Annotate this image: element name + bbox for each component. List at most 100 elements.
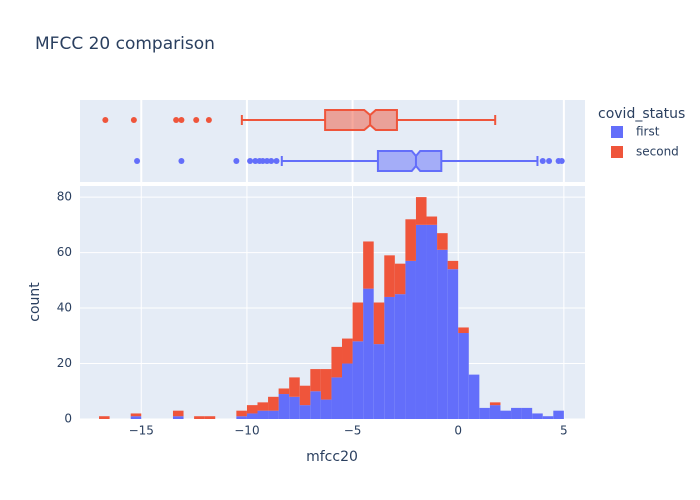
bar [447, 260, 459, 270]
chart-title: MFCC 20 comparison [35, 34, 215, 54]
bar [204, 416, 216, 419]
outlier [178, 117, 185, 123]
bar [352, 302, 364, 342]
bar [426, 216, 438, 225]
bar [405, 260, 416, 419]
bar [489, 405, 501, 419]
legend-swatch [611, 146, 623, 158]
bar [458, 333, 469, 419]
bar [257, 402, 269, 411]
legend-swatch [611, 126, 623, 138]
y-tick-label: 20 [57, 356, 72, 370]
bar [373, 302, 385, 345]
y-tick-label: 40 [57, 301, 72, 315]
bar [394, 263, 406, 295]
outlier [259, 158, 266, 164]
bar [373, 344, 385, 419]
bar [236, 410, 247, 417]
outlier [205, 117, 212, 123]
bar [257, 410, 269, 419]
bar [320, 399, 332, 419]
bar [331, 377, 343, 419]
bar [299, 405, 311, 419]
bar [405, 219, 416, 261]
bar [553, 410, 564, 419]
bar [172, 416, 184, 419]
bar [500, 410, 512, 419]
bar [384, 255, 395, 297]
x-axis-title: mfcc20 [306, 449, 358, 465]
x-tick-label: −5 [344, 424, 362, 438]
bar [99, 416, 110, 419]
bar [130, 413, 142, 417]
outlier [178, 158, 185, 164]
x-tick-label: −15 [129, 424, 154, 438]
bar [447, 269, 459, 419]
bar [246, 413, 258, 419]
bar [310, 369, 321, 392]
bar [278, 394, 290, 419]
bar [268, 396, 279, 411]
outlier [102, 117, 109, 123]
bar [246, 405, 258, 414]
y-tick-label: 80 [57, 190, 72, 204]
bar [289, 396, 300, 419]
legend-label: first [636, 125, 660, 139]
bar [468, 374, 480, 419]
outlier [546, 158, 553, 164]
bar [511, 407, 522, 419]
bar [331, 346, 343, 378]
bar [352, 341, 364, 419]
legend-title: covid_status [598, 106, 685, 122]
x-tick-label: 0 [454, 424, 462, 438]
outlier [273, 158, 280, 164]
bar [437, 233, 448, 250]
box [376, 150, 443, 172]
bar [426, 224, 438, 419]
y-axis-title: count [27, 282, 43, 322]
bar [437, 249, 448, 419]
outlier [173, 117, 180, 123]
y-tick-label: 0 [64, 412, 72, 426]
outlier [263, 158, 270, 164]
bar [310, 391, 321, 419]
bar [278, 388, 290, 395]
bar [384, 296, 395, 419]
legend-label: second [636, 145, 679, 159]
bar [415, 224, 427, 419]
y-tick-label: 60 [57, 245, 72, 259]
outlier [130, 117, 137, 123]
bar [532, 413, 543, 419]
outlier [558, 158, 565, 164]
bar [299, 385, 311, 406]
bar [289, 377, 300, 397]
bar [236, 416, 247, 419]
bar [268, 410, 279, 419]
outlier [134, 158, 141, 164]
bar [458, 327, 469, 334]
bar [130, 416, 142, 419]
bar [194, 416, 205, 419]
outlier [539, 158, 546, 164]
bar [342, 363, 353, 419]
bar [489, 402, 501, 406]
bar [320, 369, 332, 400]
outlier [233, 158, 240, 164]
bar [479, 407, 490, 419]
bar [394, 294, 406, 419]
box [324, 109, 398, 131]
outlier [252, 158, 259, 164]
bar [363, 288, 374, 419]
outlier [193, 117, 200, 123]
bar [363, 241, 374, 289]
bar [542, 416, 554, 419]
bar [342, 338, 353, 364]
outlier [247, 158, 254, 164]
bar [172, 410, 184, 417]
x-tick-label: −10 [234, 424, 259, 438]
bar [521, 407, 533, 419]
outlier [268, 158, 275, 164]
x-tick-label: 5 [560, 424, 568, 438]
bar [415, 197, 427, 225]
